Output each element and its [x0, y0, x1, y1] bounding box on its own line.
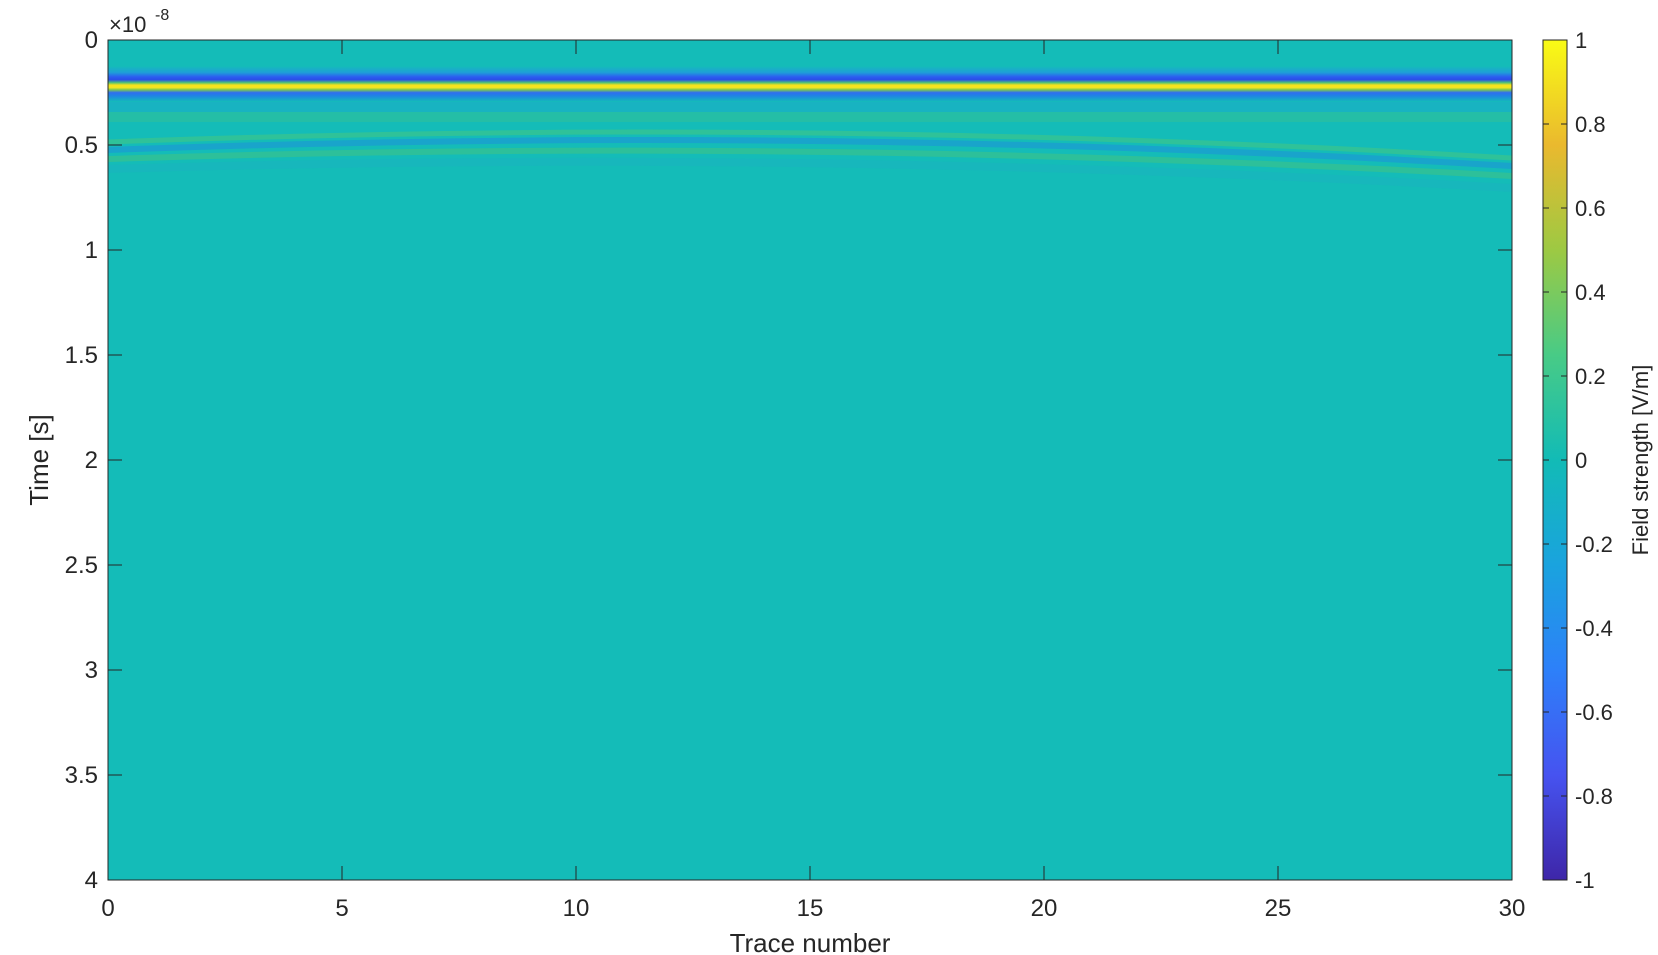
- reflection-hyperbola-main: [108, 137, 1512, 169]
- y-tick-label: 1: [85, 237, 98, 264]
- y-axis-ticks: 0 0.5 1 1.5 2 2.5 3 3.5 4: [65, 27, 1512, 894]
- x-axis-ticks: 0 5 10 15 20 25 30: [101, 40, 1525, 922]
- direct-wave-band: [108, 66, 1512, 102]
- colorbar-tick-label: 0.4: [1575, 280, 1606, 305]
- colorbar-tick-label: -0.4: [1575, 616, 1613, 641]
- reflection-hyperbola-tail: [108, 157, 1512, 192]
- x-tick-label: 15: [797, 895, 824, 922]
- y-tick-label: 3: [85, 657, 98, 684]
- x-tick-label: 5: [335, 895, 348, 922]
- colorbar-ticks: -1 -0.8 -0.6 -0.4 -0.2 0 0.2 0.4 0.6 0.8 1: [1543, 28, 1613, 893]
- ringing-band-1: [108, 102, 1512, 112]
- colorbar-tick-label: 0: [1575, 448, 1587, 473]
- colorbar-label: Field strength [V/m]: [1628, 365, 1653, 556]
- colorbar-tick-label: 0.2: [1575, 364, 1606, 389]
- colorbar-tick-label: 0.8: [1575, 112, 1606, 137]
- main-axes: 0 5 10 15 20 25 30 0 0.5 1 1.5 2 2.5 3 3.5 4 ×10 -8 Tr…: [24, 7, 1525, 955]
- y-exponent-label: ×10 -8: [109, 7, 169, 37]
- colorbar: -1 -0.8 -0.6 -0.4 -0.2 0 0.2 0.4 0.6 0.8 1 Field s…: [1542, 28, 1653, 893]
- ringing-band-2: [108, 112, 1512, 122]
- y-exponent-power: -8: [155, 7, 169, 24]
- y-exponent-base: ×10: [109, 12, 146, 37]
- x-tick-label: 25: [1265, 895, 1292, 922]
- plot-background: [108, 40, 1512, 880]
- y-axis-label: Time [s]: [24, 414, 54, 505]
- colorbar-tick-label: -0.6: [1575, 700, 1613, 725]
- x-tick-label: 0: [101, 895, 114, 922]
- x-tick-label: 20: [1031, 895, 1058, 922]
- x-tick-label: 30: [1499, 895, 1526, 922]
- y-tick-label: 4: [85, 867, 98, 894]
- colorbar-tick-label: -0.8: [1575, 784, 1613, 809]
- reflection-hyperbola-upper: [108, 129, 1512, 161]
- heatmap-image: [108, 66, 1512, 192]
- y-tick-label: 2: [85, 447, 98, 474]
- x-tick-label: 10: [563, 895, 590, 922]
- y-tick-label: 1.5: [65, 342, 98, 369]
- y-tick-label: 2.5: [65, 552, 98, 579]
- y-tick-label: 0: [85, 27, 98, 54]
- colorbar-tick-label: 1: [1575, 28, 1587, 53]
- reflection-hyperbola-lower: [108, 147, 1512, 179]
- y-tick-label: 3.5: [65, 762, 98, 789]
- colorbar-tick-label: -1: [1575, 868, 1595, 893]
- colorbar-tick-label: 0.6: [1575, 196, 1606, 221]
- x-axis-label: Trace number: [730, 928, 891, 955]
- y-tick-label: 0.5: [65, 132, 98, 159]
- colorbar-tick-label: -0.2: [1575, 532, 1613, 557]
